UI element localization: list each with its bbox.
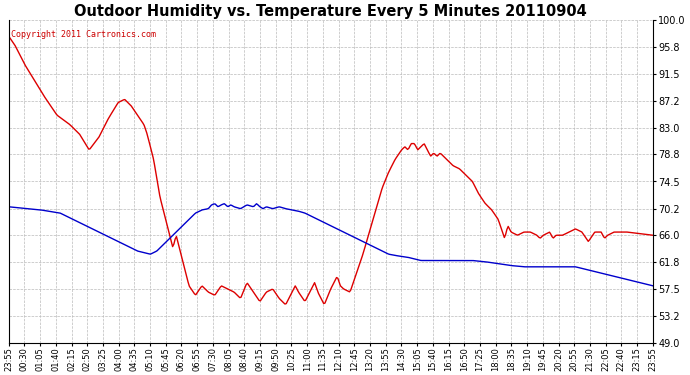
Text: Copyright 2011 Cartronics.com: Copyright 2011 Cartronics.com [10,30,156,39]
Title: Outdoor Humidity vs. Temperature Every 5 Minutes 20110904: Outdoor Humidity vs. Temperature Every 5… [75,4,587,19]
